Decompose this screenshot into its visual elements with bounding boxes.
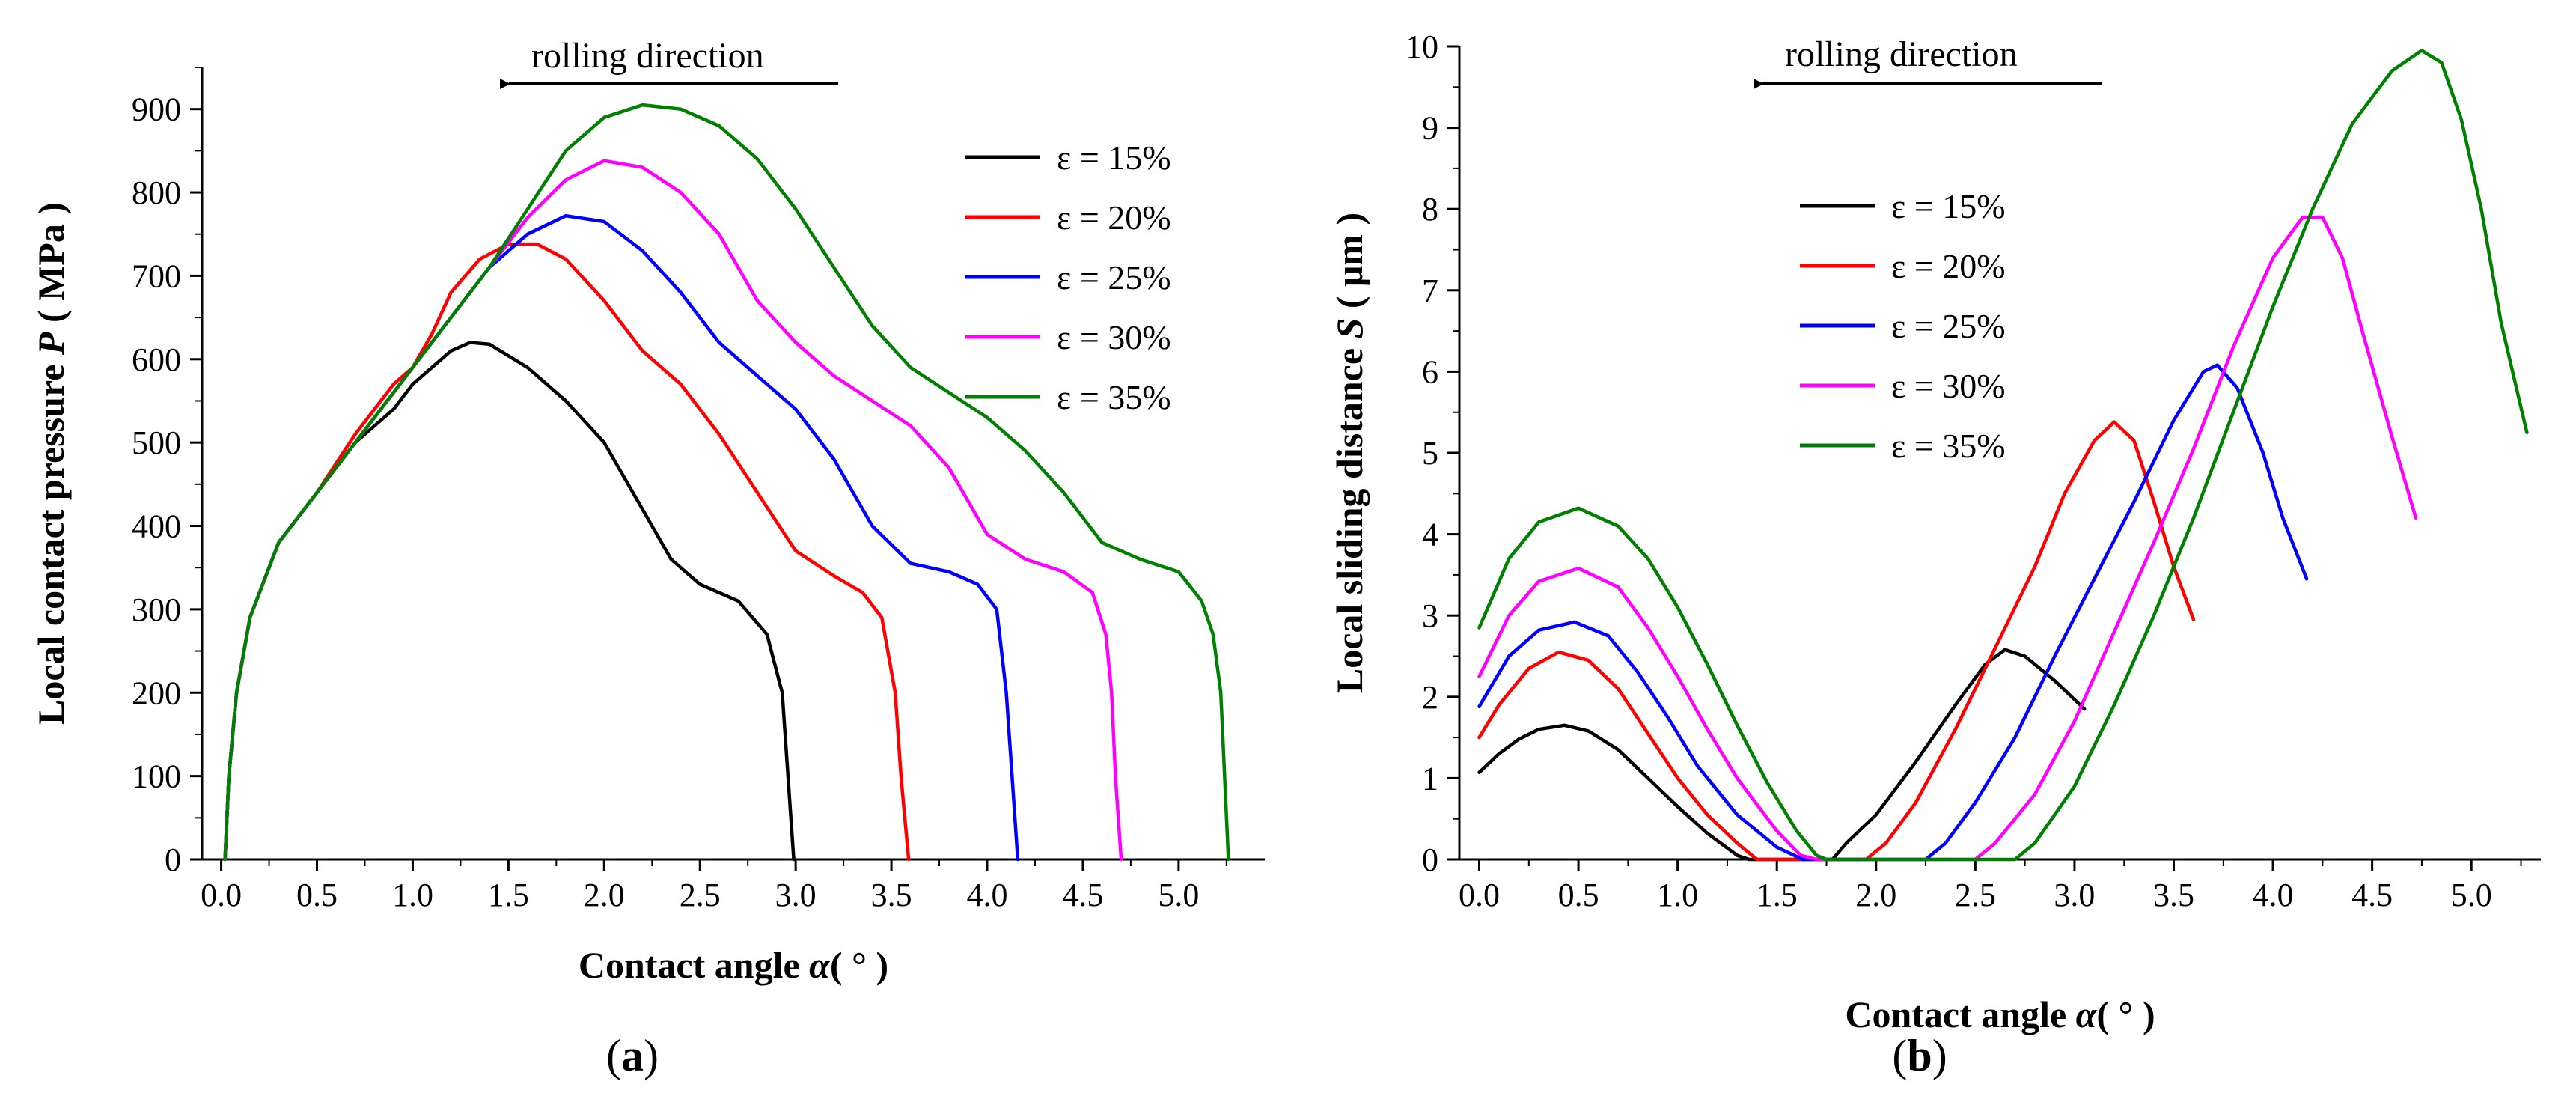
panel-b-y-axis-title: Local sliding distance S ( μm ) [1328, 213, 1370, 693]
panel-a-y-tick-label: 0 [165, 841, 181, 878]
panel-b-x-tick-label: 0.5 [1558, 877, 1599, 913]
panel-b-x-tick-label: 4.0 [2253, 877, 2294, 913]
panel-b-series-line-3 [1477, 363, 2309, 862]
panel-b-series-line-5 [1477, 49, 2529, 862]
panel-a-series-line-5 [223, 103, 1230, 862]
panel-b-x-axis-title: Contact angle α( ° ) [1845, 993, 2155, 1035]
panel-a-legend-label-3: ε = 25% [1057, 258, 1171, 296]
panel-b-y-tick-label: 8 [1422, 191, 1438, 228]
panel-a-series-line-4 [223, 159, 1123, 862]
panel-b-caption: (b) [1892, 1031, 1947, 1080]
panel-b-x-tick-label: 3.0 [2054, 877, 2095, 913]
panel-a-x-tick-label: 3.5 [871, 877, 912, 913]
panel-a-y-tick-label: 700 [132, 258, 181, 294]
panel-b-legend-label-2: ε = 20% [1891, 247, 2006, 285]
panel-b-y-tick-label: 1 [1422, 760, 1438, 797]
panel-a-y-tick-label: 600 [132, 341, 181, 378]
panel-a-x-tick-label: 0.5 [296, 877, 338, 913]
panel-a-y-tick-label: 900 [132, 91, 181, 128]
panel-b-y-tick-label: 2 [1422, 679, 1438, 716]
panel-b-x-tick-label: 3.5 [2153, 877, 2194, 913]
panel-b-x-tick-label: 0.0 [1459, 877, 1500, 913]
panel-b-y-tick-label: 5 [1422, 435, 1438, 472]
panel-b-legend-label-1: ε = 15% [1891, 187, 2006, 225]
panel-a-y-tick-label: 400 [132, 508, 181, 545]
panel-a-y-tick-label: 500 [132, 424, 181, 461]
panel-a-y-axis-title: Local contact pressure P ( MPa ) [30, 202, 72, 725]
panel-a-x-tick-label: 5.0 [1158, 877, 1199, 913]
panel-b-x-tick-label: 1.0 [1657, 877, 1698, 913]
panel-b-x-tick-label: 2.5 [1955, 877, 1996, 913]
panel-a-x-axis-title: Contact angle α( ° ) [579, 944, 888, 986]
panel-a-x-tick-label: 4.0 [967, 877, 1008, 913]
panel-a-x-tick-label: 1.0 [392, 877, 433, 913]
panel-a-y-tick-label: 300 [132, 591, 181, 628]
panel-b-x-tick-label: 4.5 [2351, 877, 2393, 913]
panel-b-y-tick-label: 9 [1422, 110, 1438, 147]
panel-b-legend-label-5: ε = 35% [1891, 427, 2006, 465]
panel-a-legend-label-2: ε = 20% [1057, 198, 1171, 237]
panel-b-series-line-2 [1477, 420, 2196, 862]
panel-a-legend-label-4: ε = 30% [1057, 318, 1171, 356]
panel-b-y-tick-label: 3 [1422, 597, 1438, 634]
panel-b-legend-label-4: ε = 30% [1891, 367, 2006, 405]
panel-b-legend-label-3: ε = 25% [1891, 307, 2006, 345]
panel-a-legend-label-1: ε = 15% [1057, 138, 1171, 177]
panel-b-series-line-4 [1477, 215, 2418, 862]
panel-a-x-tick-label: 1.5 [488, 877, 529, 913]
panel-b-y-tick-label: 4 [1422, 517, 1438, 553]
panel-b-y-tick-label: 0 [1422, 841, 1438, 878]
panel-b-series-line-1 [1477, 648, 2087, 862]
panel-a-series-line-2 [223, 242, 911, 862]
panel-b-y-tick-label: 6 [1422, 353, 1438, 390]
panel-a-caption: (a) [606, 1031, 659, 1080]
panel-a-x-tick-label: 2.5 [680, 877, 721, 913]
panel-a-rolling-direction-label: rolling direction [531, 36, 764, 76]
chart-a: 0.0 0.5 1.0 1.5 2.0 2.5 3.0 3.5 4.0 4.5 5.0 0 100 200… [30, 36, 1265, 1080]
panel-a-legend-label-5: ε = 35% [1057, 378, 1171, 416]
panel-b-x-tick-label: 2.0 [1855, 877, 1896, 913]
panel-a-y-tick-label: 100 [132, 758, 181, 795]
panel-a-y-tick-label: 200 [132, 675, 181, 711]
panel-a-x-tick-label: 2.0 [584, 877, 625, 913]
panel-b-y-tick-label: 7 [1422, 273, 1438, 309]
panel-b-rolling-direction-label: rolling direction [1785, 34, 2018, 74]
panel-a-y-tick-label: 800 [132, 174, 181, 211]
chart-b: 0.0 0.5 1.0 1.5 2.0 2.5 3.0 3.5 4.0 4.5 5.0 0 1 2 3 4 5 6… [1328, 28, 2541, 1080]
panel-b-x-tick-label: 5.0 [2451, 877, 2492, 913]
panel-a-x-tick-label: 0.0 [201, 877, 242, 913]
panel-a-x-tick-label: 4.5 [1062, 877, 1103, 913]
panel-b-x-tick-label: 1.5 [1756, 877, 1798, 913]
panel-b-y-tick-label: 10 [1405, 28, 1438, 65]
panel-a-x-tick-label: 3.0 [775, 877, 817, 913]
